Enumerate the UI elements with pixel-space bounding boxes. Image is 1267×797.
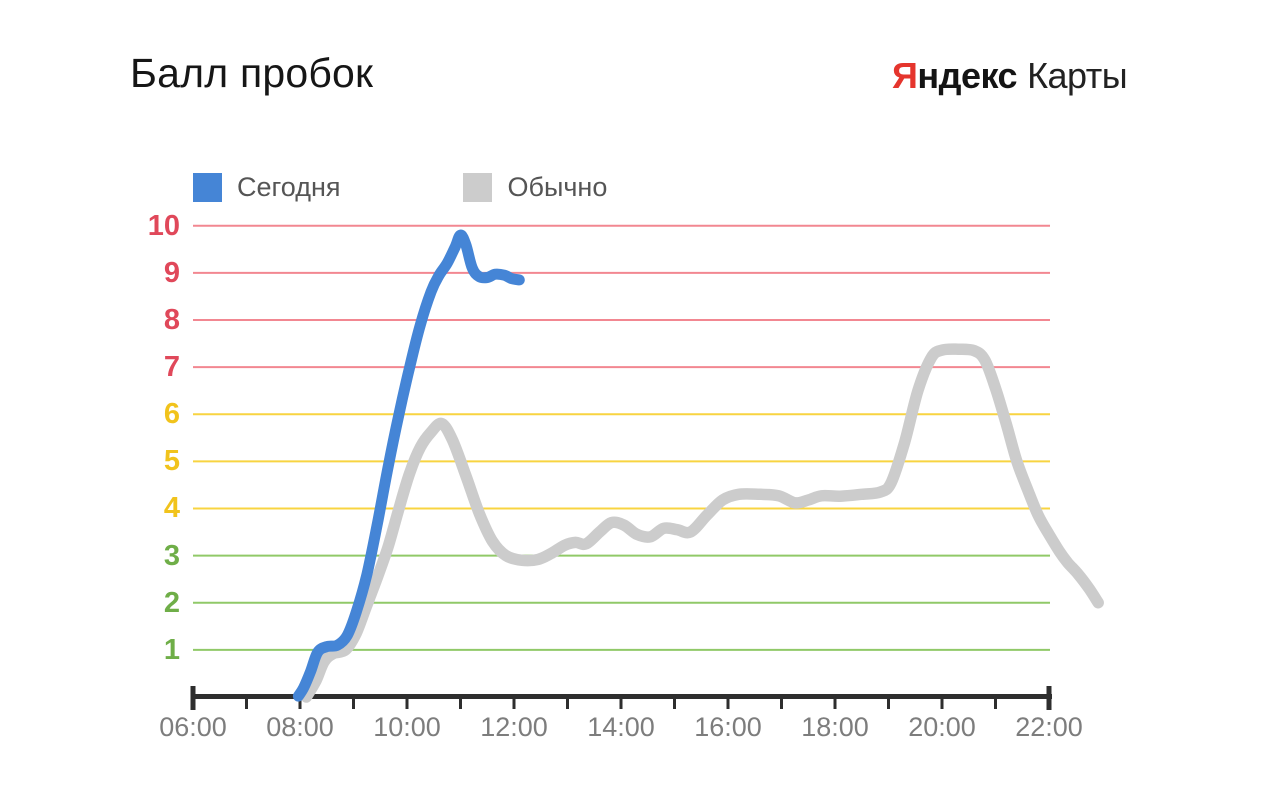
- series-line-today: [292, 229, 525, 702]
- axis-tick-11: [459, 699, 462, 709]
- logo-brand-rest: ндекс: [917, 55, 1018, 96]
- x-axis: [190, 686, 1052, 710]
- axis-tick-18: [833, 699, 837, 709]
- series-line-usual: [300, 343, 1104, 703]
- axis-endcap-22: [1046, 686, 1052, 710]
- x-axis-label-18-00: 18:00: [801, 712, 869, 742]
- legend-label: Обычно: [507, 171, 608, 202]
- legend-swatch: [193, 172, 222, 202]
- y-axis-label-6: 6: [163, 398, 180, 431]
- x-axis-label-16-00: 16:00: [694, 712, 762, 742]
- y-axis-label-7: 7: [163, 351, 180, 384]
- axis-tick-16: [726, 699, 730, 709]
- x-axis-label-14-00: 14:00: [587, 712, 655, 742]
- x-axis-label-12-00: 12:00: [480, 712, 548, 742]
- y-axis-label-3: 3: [163, 539, 180, 572]
- axis-tick-19: [887, 699, 890, 709]
- axis-tick-9: [352, 699, 355, 709]
- page-title: Балл пробок: [130, 50, 374, 96]
- y-axis-label-2: 2: [163, 586, 180, 619]
- axis-tick-12: [512, 699, 516, 709]
- axis-tick-17: [780, 699, 783, 709]
- legend-label: Сегодня: [237, 171, 341, 202]
- axis-tick-20: [940, 699, 944, 709]
- x-axis-label-08-00: 08:00: [266, 712, 334, 742]
- axis-tick-15: [673, 699, 676, 709]
- axis-tick-8: [298, 699, 302, 709]
- axis-tick-14: [619, 699, 623, 709]
- axis-tick-13: [566, 699, 569, 709]
- y-axis-label-1: 1: [163, 633, 180, 666]
- axis-tick-21: [994, 699, 997, 709]
- x-axis-label-20-00: 20:00: [908, 712, 976, 742]
- legend-item-today: Сегодня: [193, 172, 340, 203]
- x-axis-label-22-00: 22:00: [1015, 712, 1083, 742]
- yandex-maps-logo: Яндекс Карты: [892, 55, 1128, 97]
- x-axis-label-10-00: 10:00: [373, 712, 441, 742]
- chart-legend: Сегодня Обычно: [193, 172, 607, 202]
- x-axis-label-06-00: 06:00: [159, 712, 227, 742]
- y-axis-label-10: 10: [147, 209, 180, 242]
- axis-endcap-6: [190, 686, 196, 710]
- y-axis-label-9: 9: [163, 256, 180, 289]
- y-axis-label-8: 8: [163, 303, 180, 336]
- y-axis-label-5: 5: [163, 445, 180, 478]
- logo-product-name: Карты: [1027, 55, 1128, 96]
- axis-tick-10: [405, 699, 409, 709]
- axis-tick-7: [245, 699, 248, 709]
- legend-item-usual: Обычно: [463, 172, 607, 203]
- legend-swatch: [463, 172, 493, 202]
- logo-letter-ya: Я: [892, 55, 918, 96]
- y-axis-label-4: 4: [163, 492, 180, 525]
